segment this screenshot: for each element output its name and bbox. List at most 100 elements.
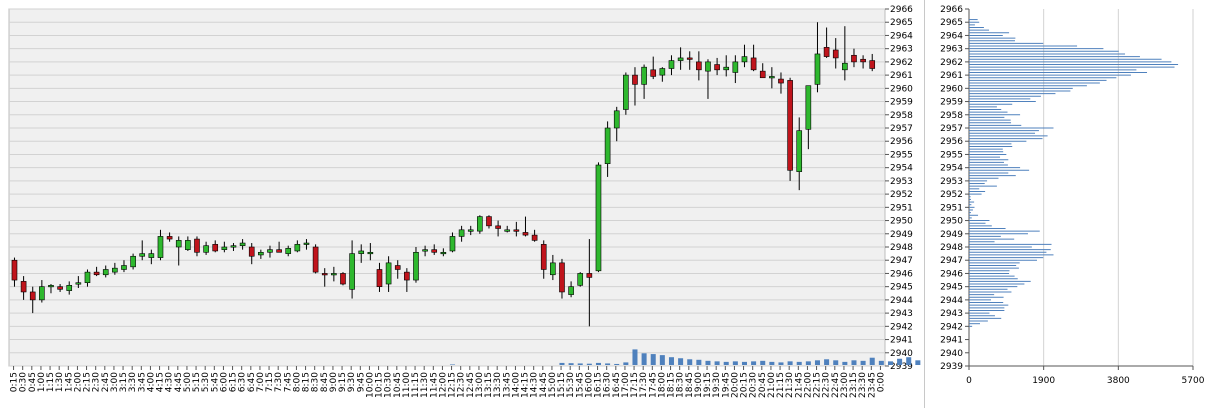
candle-body (595, 164, 602, 272)
candle-body (367, 251, 374, 255)
x-tick-label: 18:15 (667, 372, 677, 398)
candle-body (276, 249, 282, 253)
x-tick-label: 7:15 (265, 372, 275, 392)
candle-body (522, 232, 529, 236)
x-tick-label: 13:30 (493, 372, 503, 398)
x-tick-label: 3:00 (110, 372, 120, 392)
y-tick-label: 2966 (940, 5, 963, 15)
y-tick-label: 2939 (890, 362, 913, 372)
panel-divider (924, 0, 925, 408)
candle-body (759, 70, 766, 79)
x-tick-label: 2:15 (83, 372, 93, 392)
x-tick-label: 15:00 (548, 372, 558, 398)
candle-body (842, 62, 848, 71)
x-tick-label: 15:45 (575, 372, 585, 398)
volume-bar (906, 357, 912, 365)
x-tick-label: 21:30 (785, 372, 795, 398)
candle-body (540, 244, 547, 270)
volume-bar (860, 360, 866, 365)
candle-body (221, 246, 228, 250)
x-tick-label: 3:15 (119, 372, 129, 392)
candle-body (714, 64, 720, 71)
candle-body (29, 291, 36, 301)
x-tick-label: 9:45 (356, 372, 366, 392)
candle-body (787, 80, 793, 171)
x-tick-label: 16:45 (612, 372, 622, 398)
x-tick-label: 19:45 (721, 372, 731, 398)
candle-body (604, 127, 611, 165)
y-tick-label: 2950 (890, 217, 913, 227)
x-tick-label: 3800 (1107, 376, 1130, 386)
candle-body (312, 246, 319, 273)
x-tick-label: 8:00 (292, 372, 302, 392)
candle-body (686, 57, 693, 60)
x-tick-label: 7:30 (274, 372, 284, 392)
x-tick-label: 22:00 (803, 372, 813, 398)
candle-body (285, 248, 292, 254)
x-tick-label: 18:45 (685, 372, 695, 398)
candle-body (267, 249, 273, 253)
y-tick-label: 2948 (940, 243, 963, 253)
x-tick-label: 0:00 (876, 372, 886, 392)
candle-body (203, 245, 209, 253)
y-tick-label: 2955 (890, 150, 913, 160)
y-tick-label: 2951 (940, 203, 963, 213)
y-tick-label: 2946 (890, 269, 913, 279)
x-tick-label: 4:00 (146, 372, 156, 392)
y-tick-label: 2960 (890, 84, 913, 94)
x-tick-label: 9:00 (329, 372, 339, 392)
candle-body (57, 286, 63, 290)
y-tick-label: 2964 (940, 31, 963, 41)
candle-body (860, 58, 866, 63)
candle-body (230, 245, 237, 248)
x-tick-label: 2:45 (101, 372, 111, 392)
x-tick-label: 12:30 (457, 372, 467, 398)
volume-bar (833, 360, 839, 365)
x-tick-label: 9:30 (347, 372, 357, 392)
x-tick-label: 21:00 (767, 372, 777, 398)
y-tick-label: 2954 (940, 164, 963, 174)
candle-body (796, 130, 803, 172)
volume-bar (623, 362, 629, 365)
x-tick-label: 19:30 (712, 372, 722, 398)
candle-body (805, 85, 812, 130)
x-tick-label: 10:15 (375, 372, 385, 398)
candle-body (157, 236, 164, 258)
candle-body (869, 60, 876, 69)
candle-body (340, 273, 346, 285)
x-tick-label: 6:30 (238, 372, 248, 392)
candle-body (814, 53, 821, 85)
volume-bar (732, 361, 738, 365)
volume-bar (449, 364, 455, 365)
volume-bar (696, 359, 702, 365)
candle-body (513, 229, 520, 232)
y-tick-label: 2948 (890, 243, 913, 253)
y-tick-label: 2959 (890, 98, 913, 108)
volume-bar (851, 360, 857, 365)
y-tick-label: 2965 (940, 18, 963, 28)
x-tick-label: 4:45 (174, 372, 184, 392)
y-tick-label: 2949 (940, 230, 963, 240)
candle-body (623, 74, 629, 110)
x-tick-label: 20:45 (758, 372, 768, 398)
volume-bar (650, 354, 656, 365)
candle-body (185, 240, 191, 250)
candle-body (385, 262, 392, 285)
candle-body (20, 281, 27, 293)
volume-bar (714, 361, 720, 365)
candle-body (66, 285, 73, 291)
volume-bar (605, 363, 611, 365)
x-tick-label: 11:00 (402, 372, 412, 398)
volume-bar (760, 360, 766, 365)
x-tick-label: 13:00 (475, 372, 485, 398)
y-tick-label: 2950 (940, 217, 963, 227)
candle-body (504, 229, 511, 232)
candle-body (677, 57, 684, 61)
x-tick-label: 0 (966, 376, 972, 386)
y-tick-label: 2945 (890, 283, 913, 293)
y-tick-label: 2960 (940, 84, 963, 94)
y-tick-label: 2941 (940, 336, 963, 346)
x-tick-label: 1:00 (37, 372, 47, 392)
candle-body (440, 251, 447, 255)
x-tick-label: 0:15 (10, 372, 20, 392)
